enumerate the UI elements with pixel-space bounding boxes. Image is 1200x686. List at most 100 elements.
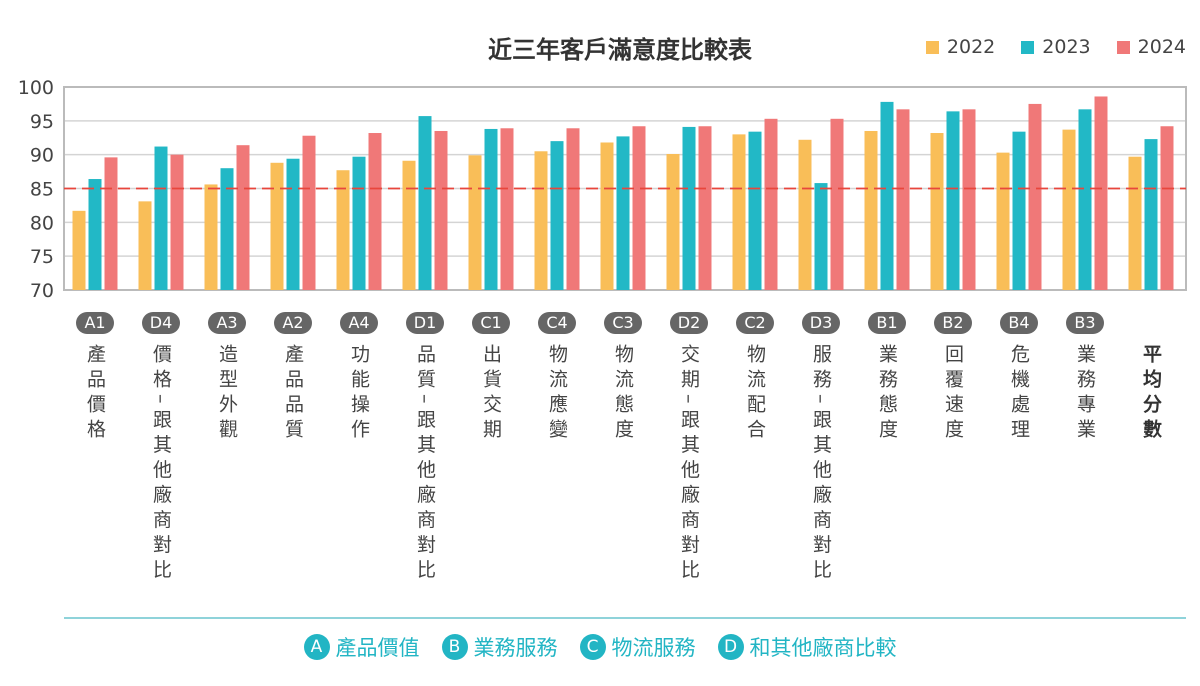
bar-2022-D1 — [402, 160, 416, 290]
category-code-badge: D1 — [406, 312, 444, 334]
category-label: 業務專業 — [1074, 344, 1096, 444]
bar-2024-avg — [1160, 126, 1174, 290]
bar-2024-D3 — [830, 118, 844, 290]
category-D1: D1 品質–跟其他廠商對比 — [392, 312, 458, 585]
category-label: 危機處理 — [1008, 344, 1030, 444]
group-label: 和其他廠商比較 — [749, 636, 897, 660]
y-tick-label: 90 — [30, 145, 54, 167]
bar-2024-C3 — [632, 126, 646, 290]
bar-2024-D2 — [698, 126, 712, 290]
category-label: 回覆速度 — [942, 344, 964, 444]
category-code-badge: D3 — [802, 312, 840, 334]
bar-2024-D1 — [434, 130, 448, 290]
category-label: 品質–跟其他廠商對比 — [414, 344, 436, 585]
category-code-badge: A4 — [340, 312, 378, 334]
y-tick-label: 70 — [30, 280, 54, 300]
category-code-badge: C1 — [472, 312, 510, 334]
category-B4: B4 危機處理 — [986, 312, 1052, 444]
category-B1: B1 業務態度 — [854, 312, 920, 444]
category-label: 平均分數 — [1140, 344, 1162, 444]
category-label: 產品價格 — [84, 344, 106, 444]
group-badge: A — [303, 634, 330, 660]
category-label: 出貨交期 — [480, 344, 502, 444]
bar-2024-B1 — [896, 109, 910, 290]
category-average: 平均分數 — [1118, 312, 1184, 444]
bar-2022-A3 — [204, 184, 218, 290]
category-label: 服務–跟其他廠商對比 — [810, 344, 832, 585]
bar-2023-B3 — [1078, 109, 1092, 290]
bar-2024-B3 — [1094, 96, 1108, 291]
group-label: 物流服務 — [611, 636, 696, 660]
bar-2023-C1 — [484, 128, 498, 290]
category-A4: A4 功能操作 — [326, 312, 392, 444]
category-label: 功能操作 — [348, 344, 370, 444]
group-badge: D — [717, 634, 744, 660]
category-label: 物流配合 — [744, 344, 766, 444]
category-C4: C4 物流應變 — [524, 312, 590, 444]
bar-2023-D4 — [154, 146, 168, 290]
category-code-badge: B2 — [934, 312, 972, 334]
bar-2023-D3 — [814, 183, 828, 290]
bar-2022-avg — [1128, 156, 1142, 290]
bar-2023-A1 — [88, 179, 102, 290]
group-label: 產品價值 — [335, 636, 420, 660]
bar-2023-D2 — [682, 126, 696, 290]
y-tick-label: 75 — [30, 246, 54, 268]
group-c: C 物流服務 — [579, 632, 696, 662]
category-C2: C2 物流配合 — [722, 312, 788, 444]
y-tick-label: 95 — [30, 111, 54, 133]
bar-2022-B3 — [1062, 129, 1076, 290]
bar-2023-B4 — [1012, 131, 1026, 290]
bar-2022-D2 — [666, 153, 680, 290]
bar-2024-D4 — [170, 154, 184, 290]
category-B3: B3 業務專業 — [1052, 312, 1118, 444]
bar-2024-B2 — [962, 109, 976, 290]
category-label: 物流應變 — [546, 344, 568, 444]
category-label: 價格–跟其他廠商對比 — [150, 344, 172, 585]
group-badge: C — [579, 634, 606, 660]
category-code-badge: C2 — [736, 312, 774, 334]
bar-2023-A4 — [352, 156, 366, 290]
category-code-badge — [1132, 312, 1170, 334]
bar-2022-D4 — [138, 201, 152, 290]
category-code-badge: B4 — [1000, 312, 1038, 334]
legend-swatch — [925, 40, 939, 54]
bar-2023-B2 — [946, 111, 960, 290]
bar-chart: 70 75 80 85 90 95 100 — [18, 77, 1187, 300]
category-code-badge: D2 — [670, 312, 708, 334]
bar-2022-B2 — [930, 133, 944, 290]
category-code-badge: A1 — [76, 312, 114, 334]
category-A2: A2 產品品質 — [260, 312, 326, 444]
bar-2024-C4 — [566, 128, 580, 290]
category-label: 交期–跟其他廠商對比 — [678, 344, 700, 585]
bar-2022-C4 — [534, 151, 548, 290]
bar-2023-B1 — [880, 101, 894, 291]
group-a: A 產品價值 — [303, 632, 420, 662]
bar-2023-D1 — [418, 116, 432, 290]
y-tick-label: 100 — [18, 77, 54, 99]
y-tick-label: 85 — [30, 179, 54, 201]
category-label: 產品品質 — [282, 344, 304, 444]
category-code-badge: B3 — [1066, 312, 1104, 334]
legend-label: 2022 — [946, 36, 996, 58]
legend-swatch — [1116, 40, 1130, 54]
legend-item-2022: 2022 — [925, 36, 996, 58]
bar-2022-C2 — [732, 134, 746, 290]
y-tick-label: 80 — [30, 212, 54, 234]
bar-2022-D3 — [798, 139, 812, 290]
group-d: D 和其他廠商比較 — [717, 632, 897, 662]
bar-2024-C2 — [764, 118, 778, 290]
bar-2023-C4 — [550, 141, 564, 290]
bar-2022-C1 — [468, 155, 482, 290]
legend: 2022 2023 2024 — [925, 36, 1186, 58]
bar-2023-C3 — [616, 136, 630, 290]
bar-2022-A2 — [270, 162, 284, 290]
legend-swatch — [1021, 40, 1035, 54]
category-C3: C3 物流態度 — [590, 312, 656, 444]
category-A1: A1 產品價格 — [62, 312, 128, 444]
category-code-badge: A3 — [208, 312, 246, 334]
category-A3: A3 造型外觀 — [194, 312, 260, 444]
legend-item-2024: 2024 — [1116, 36, 1186, 58]
category-D4: D4 價格–跟其他廠商對比 — [128, 312, 194, 585]
category-code-badge: A2 — [274, 312, 312, 334]
